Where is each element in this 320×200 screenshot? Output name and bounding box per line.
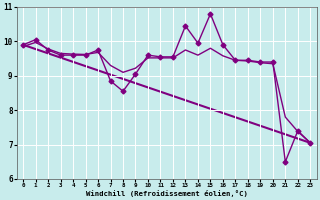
X-axis label: Windchill (Refroidissement éolien,°C): Windchill (Refroidissement éolien,°C) — [86, 190, 248, 197]
